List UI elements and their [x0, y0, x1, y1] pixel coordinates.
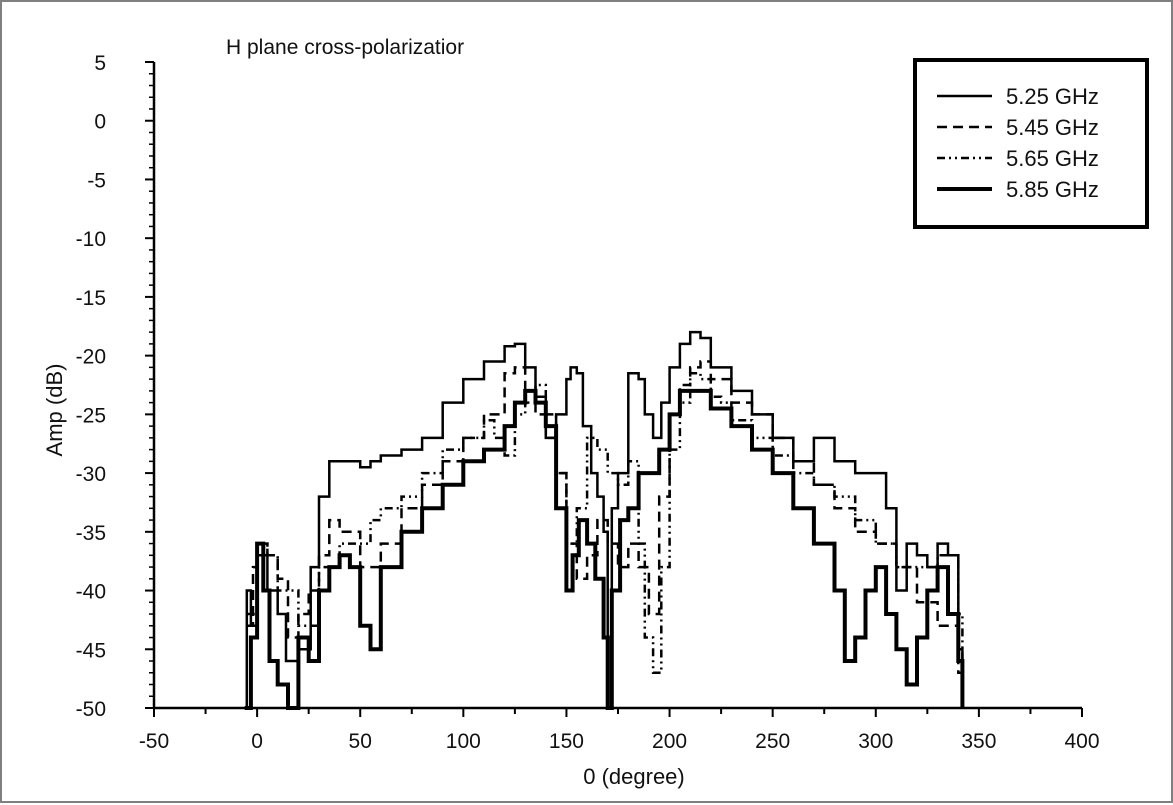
y-tick-label: -20	[76, 346, 106, 369]
y-tick-label: -10	[76, 228, 106, 251]
series-line-3	[244, 388, 965, 710]
y-tick-label: 0	[94, 111, 106, 134]
legend-label-2: 5.65 GHz	[1006, 146, 1099, 171]
legend-label-3: 5.85 GHz	[1006, 177, 1099, 202]
x-tick-label: 200	[652, 730, 687, 753]
legend: 5.25 GHz 5.45 GHz 5.65 GHz 5.85 GHz	[913, 58, 1149, 229]
x-ticks: -50 0 50 100 150 200 250 300 350 400	[139, 708, 1100, 753]
series-line-0	[244, 330, 964, 710]
y-tick-label: -15	[76, 287, 106, 310]
x-tick-label: 300	[858, 730, 893, 753]
y-ticks: 5 0 -5 -10 -15 -20 -25 -30 -35 -40 -45 -50	[76, 52, 154, 721]
x-axis-title: 0 (degree)	[583, 764, 685, 789]
x-tick-label: 0	[251, 730, 263, 753]
x-tick-label: 400	[1064, 730, 1099, 753]
y-tick-label: -30	[76, 463, 106, 486]
legend-label-1: 5.45 GHz	[1006, 115, 1099, 140]
y-tick-label: -45	[76, 639, 106, 662]
x-tick-label: 250	[755, 730, 790, 753]
y-tick-label: -35	[76, 522, 106, 545]
y-tick-label: -40	[76, 581, 106, 604]
x-tick-label: -50	[139, 730, 169, 753]
y-axis-title: Amp (dB)	[42, 364, 67, 457]
x-tick-label: 350	[961, 730, 996, 753]
y-tick-label: -5	[87, 169, 106, 192]
legend-box	[913, 58, 1149, 229]
x-tick-label: 100	[446, 730, 481, 753]
series-group	[244, 330, 965, 710]
x-tick-label: 150	[549, 730, 584, 753]
legend-label-0: 5.25 GHz	[1006, 84, 1099, 109]
chart-title: H plane cross-polarizatior	[226, 36, 464, 59]
series-line-2	[246, 372, 964, 708]
y-tick-label: -50	[76, 698, 106, 721]
y-tick-label: -25	[76, 404, 106, 427]
y-tick-label: 5	[94, 52, 106, 75]
x-tick-label: 50	[349, 730, 372, 753]
